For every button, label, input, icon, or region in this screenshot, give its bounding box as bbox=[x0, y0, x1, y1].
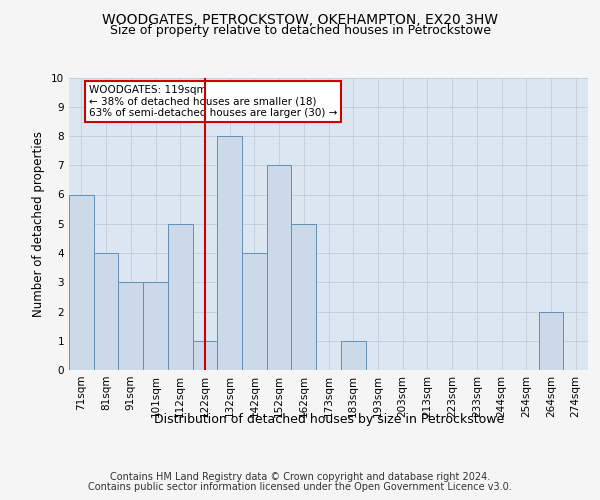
Bar bbox=[193, 341, 217, 370]
Bar bbox=[242, 253, 267, 370]
Text: Size of property relative to detached houses in Petrockstowe: Size of property relative to detached ho… bbox=[110, 24, 491, 37]
Text: WOODGATES: 119sqm
← 38% of detached houses are smaller (18)
63% of semi-detached: WOODGATES: 119sqm ← 38% of detached hous… bbox=[89, 85, 337, 118]
Text: Distribution of detached houses by size in Petrockstowe: Distribution of detached houses by size … bbox=[154, 412, 504, 426]
Bar bbox=[217, 136, 242, 370]
Y-axis label: Number of detached properties: Number of detached properties bbox=[32, 130, 46, 317]
Bar bbox=[94, 253, 118, 370]
Bar bbox=[118, 282, 143, 370]
Bar bbox=[539, 312, 563, 370]
Text: WOODGATES, PETROCKSTOW, OKEHAMPTON, EX20 3HW: WOODGATES, PETROCKSTOW, OKEHAMPTON, EX20… bbox=[102, 12, 498, 26]
Text: Contains public sector information licensed under the Open Government Licence v3: Contains public sector information licen… bbox=[88, 482, 512, 492]
Bar bbox=[168, 224, 193, 370]
Bar bbox=[341, 341, 365, 370]
Bar bbox=[292, 224, 316, 370]
Bar bbox=[267, 165, 292, 370]
Bar bbox=[69, 194, 94, 370]
Text: Contains HM Land Registry data © Crown copyright and database right 2024.: Contains HM Land Registry data © Crown c… bbox=[110, 472, 490, 482]
Bar bbox=[143, 282, 168, 370]
